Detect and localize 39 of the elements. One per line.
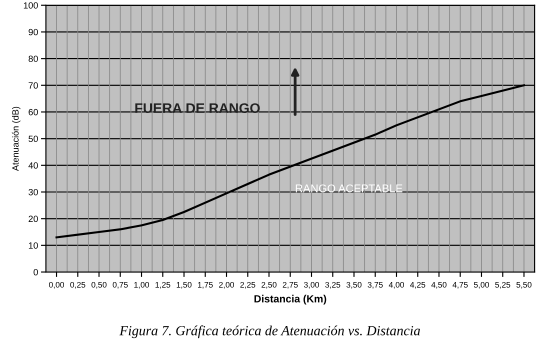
y-tick-label: 30 [28, 188, 38, 196]
y-tick-label: 0 [34, 268, 38, 276]
y-tick-label: 70 [28, 82, 38, 89]
x-tick-label: 5,50 [516, 282, 532, 289]
y-tick-label: 40 [28, 162, 38, 169]
x-tick-label: 3,50 [346, 282, 362, 289]
x-tick-label: 2,00 [219, 282, 234, 289]
x-tick-label: 2,50 [262, 282, 277, 289]
y-tick-label: 100 [24, 2, 38, 9]
x-tick-label: 1,25 [156, 282, 170, 289]
x-tick-label: 4,50 [431, 282, 447, 289]
x-tick-label: 5,25 [495, 282, 510, 289]
x-tick-label: 3,25 [325, 282, 340, 289]
x-tick-label: 3,00 [304, 282, 320, 289]
y-tick-label: 60 [28, 108, 38, 116]
x-tick-label: 2,25 [240, 282, 256, 289]
x-tick-label: 4,75 [452, 282, 468, 289]
x-tick-label: 4,25 [410, 282, 426, 289]
y-axis-title: Atenuación (dB) [12, 106, 20, 171]
x-tick-label: 0,25 [70, 282, 86, 289]
x-tick-label: 5,00 [474, 282, 490, 289]
x-tick-label: 0,00 [49, 282, 64, 289]
y-tick-label: 50 [28, 136, 38, 142]
x-axis-title: Distancia (Km) [254, 294, 326, 305]
text: Figura 7. Gráfica teórica de Atenuación vs. Distancia [119, 325, 420, 338]
x-tick-label: 0,75 [112, 282, 128, 289]
x-tick-label: 2,75 [282, 282, 298, 289]
x-tick-label: 0,50 [91, 282, 107, 289]
x-tick-label: 1,75 [198, 282, 213, 289]
y-tick-label: 20 [28, 216, 38, 222]
annotation: FUERA DE RANGO [135, 103, 260, 114]
y-tick-label: 90 [28, 28, 38, 36]
annotation: RANGO ACEPTABLE [296, 184, 402, 192]
y-tick-label: 80 [28, 56, 38, 62]
x-tick-label: 1,00 [134, 282, 150, 289]
x-tick-label: 3,75 [368, 282, 383, 289]
x-tick-label: 1,50 [176, 282, 192, 289]
x-tick-label: 4,00 [388, 282, 404, 289]
y-tick-label: 10 [28, 242, 38, 249]
